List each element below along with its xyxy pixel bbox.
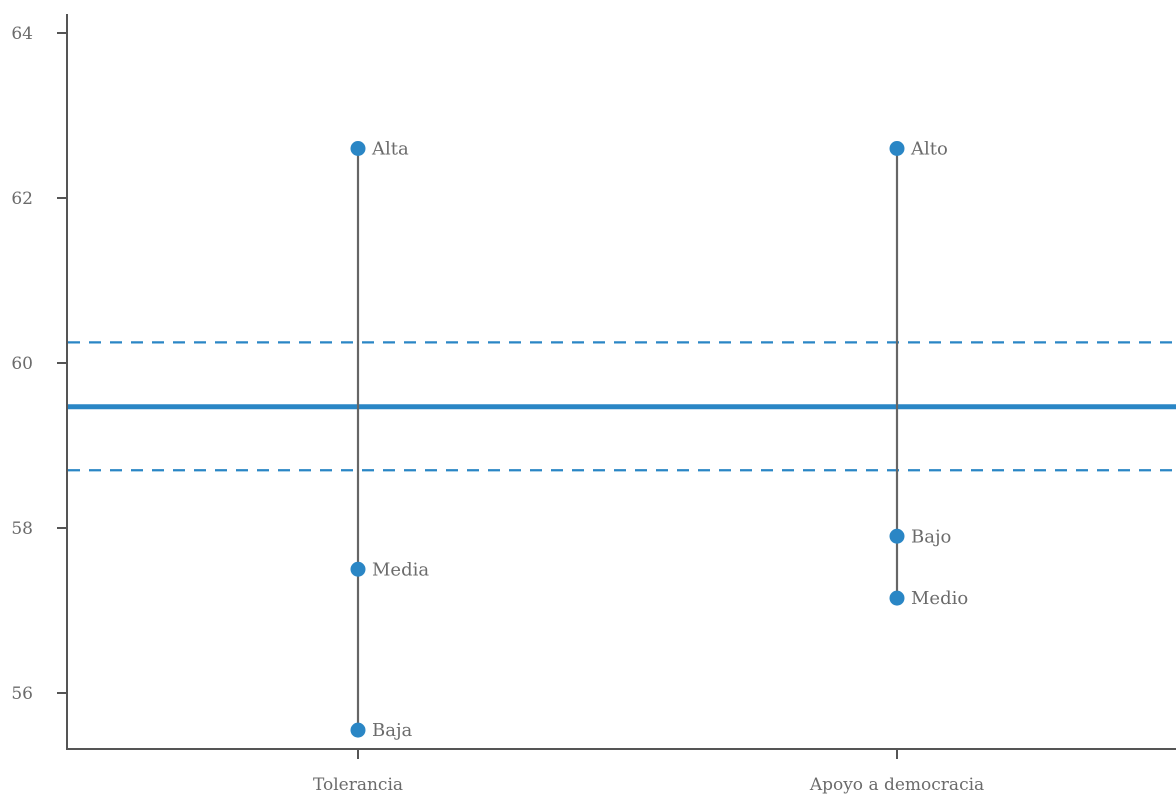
x-tick-label: Apoyo a democracia (809, 775, 984, 795)
data-point-label: Bajo (911, 526, 951, 547)
data-point (889, 590, 905, 606)
data-point (889, 528, 905, 544)
data-point (350, 722, 366, 738)
y-tick-label: 60 (11, 354, 33, 374)
data-point (350, 561, 366, 577)
axes (66, 14, 1176, 750)
data-point-label: Alto (910, 139, 948, 160)
ticks: 56 58 60 64 62 Tolerancia Apoyo a democracia (11, 24, 984, 795)
y-tick-label: 62 (11, 189, 33, 209)
points: Alta Media Baja Alto Bajo Medio (350, 139, 968, 741)
data-point (889, 141, 905, 156)
data-point-label: Baja (372, 720, 413, 741)
y-tick-label: 64 (11, 24, 33, 44)
data-point-label: Alta (371, 139, 409, 160)
range-lines (356, 148, 899, 731)
x-tick-label: Tolerancia (313, 775, 403, 795)
data-point-label: Media (372, 559, 429, 580)
y-tick-label: 58 (11, 519, 33, 539)
reference-lines (68, 341, 1176, 472)
data-point (350, 141, 366, 156)
y-tick-label: 56 (11, 684, 33, 704)
data-point-label: Medio (911, 588, 968, 609)
